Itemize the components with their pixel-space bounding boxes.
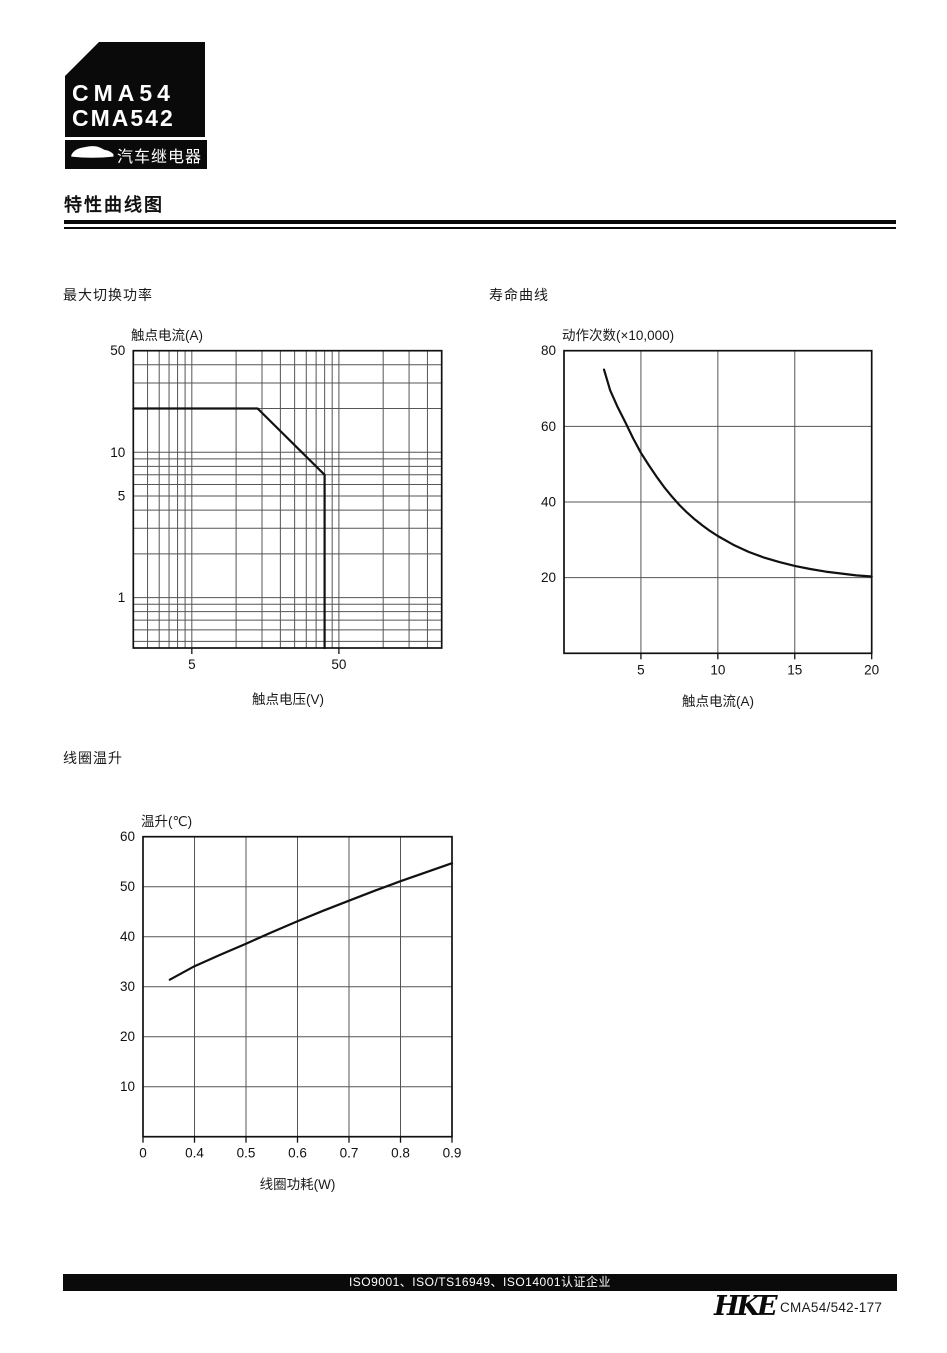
x-tick-label: 50: [331, 657, 346, 672]
product-category-bar: 汽车继电器: [65, 140, 207, 169]
y-tick-label: 60: [541, 419, 556, 434]
section-title-coil-temperature-rise: 线圈温升: [63, 750, 123, 766]
hke-brand-logo: HKE: [714, 1291, 778, 1322]
car-icon: [69, 142, 115, 167]
y-tick-label: 20: [120, 1029, 135, 1044]
x-tick-label: 0.7: [340, 1146, 359, 1161]
chart2-x-axis-title: 触点电流(A): [682, 694, 754, 709]
x-tick-label: 10: [710, 662, 725, 677]
chart2-y-axis-title: 动作次数(×10,000): [562, 328, 675, 343]
series-max-switching-capability-limit: [132, 407, 326, 650]
plot-border: [132, 349, 443, 649]
x-tick-label: 0.5: [237, 1146, 256, 1161]
x-tick-label: 20: [864, 662, 879, 677]
x-tick-label: 0.4: [185, 1146, 204, 1161]
iso-certification-text: ISO9001、ISO/TS16949、ISO14001认证企业: [348, 1275, 612, 1289]
chart1-y-axis-title: 触点电流(A): [131, 328, 203, 343]
chart-max-switching-power: 5 50 50 10 5 1: [110, 343, 443, 672]
y-tick-label: 60: [120, 829, 135, 844]
y-tick-label: 30: [120, 979, 135, 994]
y-tick-label: 50: [110, 343, 125, 358]
y-tick-label: 40: [541, 495, 556, 510]
document-number: CMA54/542-177: [780, 1300, 883, 1315]
chart-life-curve: 5 10 15 20 80 60 40 20: [541, 343, 879, 677]
y-tick-label: 10: [110, 445, 125, 460]
x-tick-label: 0: [139, 1146, 147, 1161]
title-rule-thick: [64, 220, 896, 224]
chart1-x-axis-title: 触点电压(V): [252, 692, 324, 707]
brand-model-badge: CMA54 CMA542: [65, 42, 205, 137]
page-title: 特性曲线图: [64, 195, 164, 215]
y-tick-label: 40: [120, 929, 135, 944]
section-title-max-switching-power: 最大切换功率: [63, 287, 153, 303]
model-name-line2: CMA542: [72, 105, 175, 131]
x-tick-label: 15: [787, 662, 802, 677]
x-tick-label: 0.9: [443, 1146, 462, 1161]
chart-coil-temperature-rise: 0 0.4 0.5 0.6 0.7 0.8 0.9 60 50 40 30 20 10: [120, 829, 462, 1161]
x-tick-label: 0.6: [288, 1146, 307, 1161]
chart3-y-axis-title: 温升(℃): [141, 814, 193, 829]
section-title-life-curve: 寿命曲线: [489, 287, 549, 303]
series-coil-temperature-rise-curve: [168, 862, 454, 981]
plot-border: [142, 835, 453, 1138]
series-electrical-life: [602, 368, 873, 578]
y-tick-label: 10: [120, 1079, 135, 1094]
model-name-line1: CMA54: [72, 80, 175, 106]
y-tick-label: 5: [118, 489, 126, 504]
title-rule-thin: [64, 227, 896, 229]
y-tick-label: 1: [118, 590, 126, 605]
y-tick-label: 50: [120, 879, 135, 894]
y-tick-label: 20: [541, 570, 556, 585]
x-tick-label: 5: [637, 662, 645, 677]
y-tick-label: 80: [541, 343, 556, 358]
x-tick-label: 0.8: [391, 1146, 410, 1161]
x-tick-label: 5: [188, 657, 196, 672]
chart3-x-axis-title: 线圈功耗(W): [259, 1177, 336, 1192]
product-category-label: 汽车继电器: [117, 148, 203, 166]
footer-certification-bar: ISO9001、ISO/TS16949、ISO14001认证企业: [63, 1274, 897, 1291]
